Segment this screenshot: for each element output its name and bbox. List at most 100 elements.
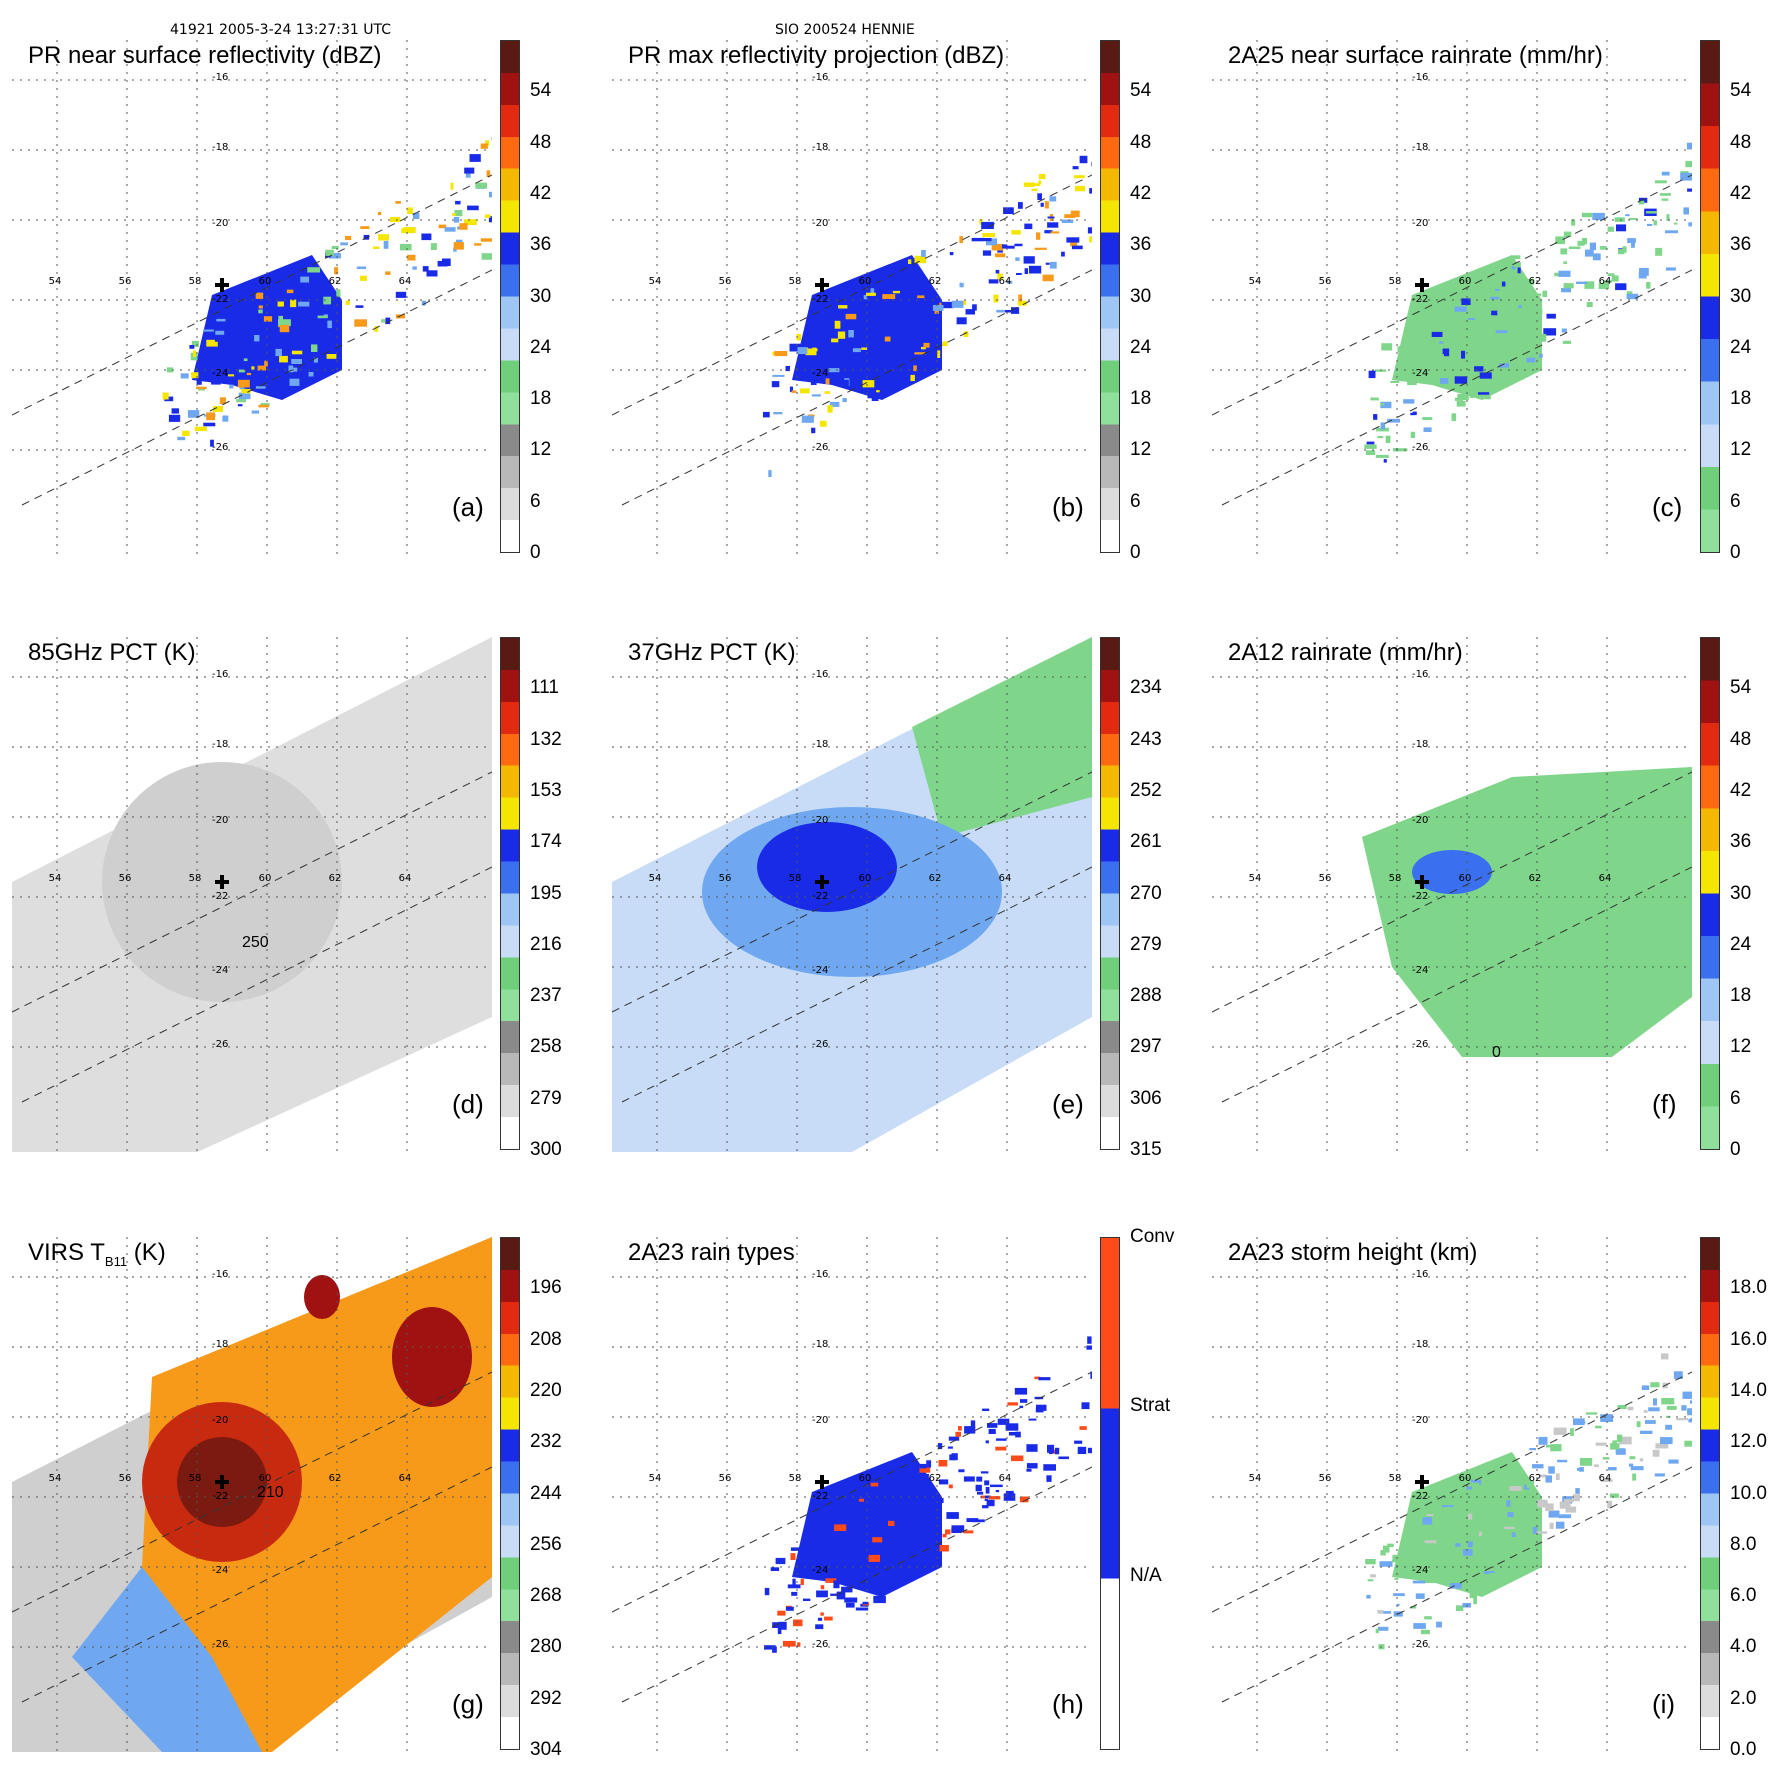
precip-pixel (354, 319, 367, 327)
precip-pixel (1071, 245, 1083, 250)
colorbar-ticks: 196 208 220 232 244 256 268 280 292 304 (530, 1237, 590, 1760)
colorbar-tick-label: 6 (1130, 490, 1141, 512)
precip-pixel (1038, 173, 1046, 180)
colorbar (1100, 637, 1120, 1150)
precip-pixel (871, 393, 879, 401)
precip-pixel (861, 347, 868, 350)
precip-pixel (1377, 1609, 1384, 1614)
precip-pixel (360, 275, 367, 281)
cold-sector (912, 637, 1092, 837)
precip-pixel (885, 356, 893, 361)
precip-pixel (289, 378, 300, 386)
precip-pixel (1061, 219, 1074, 223)
colorbar-tick-label: 54 (1730, 80, 1752, 102)
precip-pixel (450, 182, 454, 190)
precip-pixel (258, 404, 269, 408)
lon-label: 56 (119, 873, 132, 884)
precip-pixel (164, 396, 174, 402)
precip-pixel (1688, 222, 1692, 227)
precip-pixel (1589, 242, 1596, 251)
precip-pixel (1558, 270, 1571, 277)
colorbar-tick-label: 12 (1730, 1036, 1752, 1058)
precip-pixel (1645, 1420, 1656, 1424)
precip-pixel (873, 1595, 886, 1604)
precip-pixel (251, 366, 255, 370)
orbit-timestamp: 41921 2005-3-24 13:27:31 UTC (170, 22, 391, 38)
precip-pixel (407, 207, 413, 214)
precip-pixel (959, 282, 964, 288)
precip-pixel (1003, 207, 1014, 214)
precip-pixel (1455, 370, 1464, 375)
lon-label: 56 (119, 1473, 132, 1484)
precip-pixel (947, 1446, 953, 1449)
swath-edge (621, 1466, 1092, 1703)
precip-pixel (1629, 1456, 1636, 1460)
map-area: 54 56 58 60 62 64 -16 -18 -20 -22 -24 -26 210 (12, 1237, 492, 1752)
precip-pixel (1659, 193, 1671, 196)
precip-pixel (1011, 307, 1020, 314)
precip-pixel (383, 240, 389, 249)
precip-pixel (921, 346, 926, 350)
precip-pixel (993, 294, 999, 303)
precip-pixel (1648, 1407, 1660, 1412)
precip-pixel (1014, 1387, 1028, 1395)
panel-title: VIRS TB11 (K) (28, 1239, 166, 1269)
colorbar-tick-label: 0 (1130, 542, 1141, 563)
precip-pixel (1495, 288, 1500, 291)
precip-pixel (1377, 436, 1384, 439)
precip-pixel (816, 1590, 828, 1598)
swath-edge (612, 1371, 1092, 1613)
precip-pixel (1617, 1404, 1627, 1409)
precip-pixel (1668, 1459, 1679, 1464)
precip-pixel (1586, 302, 1593, 307)
precip-pixel (257, 365, 266, 371)
lon-label: 58 (789, 276, 802, 287)
precip-pixel (1440, 377, 1449, 384)
lon-label: 62 (929, 873, 942, 884)
precip-pixel (763, 411, 770, 418)
precip-pixel (162, 392, 169, 400)
precip-pixel (1599, 246, 1607, 250)
precip-pixel (1047, 222, 1059, 228)
lat-label: -22 (812, 294, 828, 305)
colorbar-tick-label: 268 (530, 1585, 562, 1607)
panel-title: PR max reflectivity projection (dBZ) (628, 42, 1005, 69)
precip-pixel (421, 233, 432, 241)
precip-pixel (228, 374, 235, 377)
precip-pixel (311, 344, 318, 352)
precip-pixel (829, 401, 840, 407)
precip-pixel (923, 1519, 928, 1525)
precip-pixel (984, 238, 992, 242)
precip-pixel (1557, 1459, 1568, 1463)
precip-pixel (917, 1542, 924, 1550)
swath-edge (21, 269, 492, 506)
precip-pixel (322, 302, 326, 309)
colorbar-tick-label: 220 (530, 1379, 562, 1401)
precip-pixel (1464, 362, 1472, 365)
colorbar-tick-label: 36 (1730, 831, 1752, 853)
precip-pixel (913, 365, 917, 372)
precip-pixel (336, 289, 341, 297)
precip-pixel (1407, 377, 1417, 386)
precip-pixel (1421, 1552, 1431, 1560)
precip-pixel (1393, 1593, 1405, 1597)
colorbar-ticks: 111 132 153 174 195 216 237 258 279 300 (530, 637, 590, 1160)
colorbar-tick-label: 14.0 (1730, 1379, 1767, 1401)
contour-label: 250 (242, 934, 269, 951)
precip-pixel (820, 1612, 824, 1616)
precip-pixel (1598, 282, 1610, 290)
precip-pixel (962, 300, 967, 305)
precip-pixel (1397, 448, 1408, 452)
lon-label: 64 (399, 873, 412, 884)
precip-pixel (1479, 395, 1491, 400)
precip-pixel (1687, 1408, 1692, 1416)
precip-pixel (1532, 1464, 1544, 1469)
precip-pixel (210, 439, 214, 447)
lat-label: -18 (1412, 142, 1428, 153)
lat-label: -26 (812, 1639, 828, 1650)
colorbar-tick-label: 216 (530, 933, 562, 955)
precip-pixel (1457, 394, 1469, 401)
precip-pixel (1529, 1448, 1536, 1451)
panel-label: (a) (452, 492, 484, 522)
precip-pixel (243, 358, 248, 362)
